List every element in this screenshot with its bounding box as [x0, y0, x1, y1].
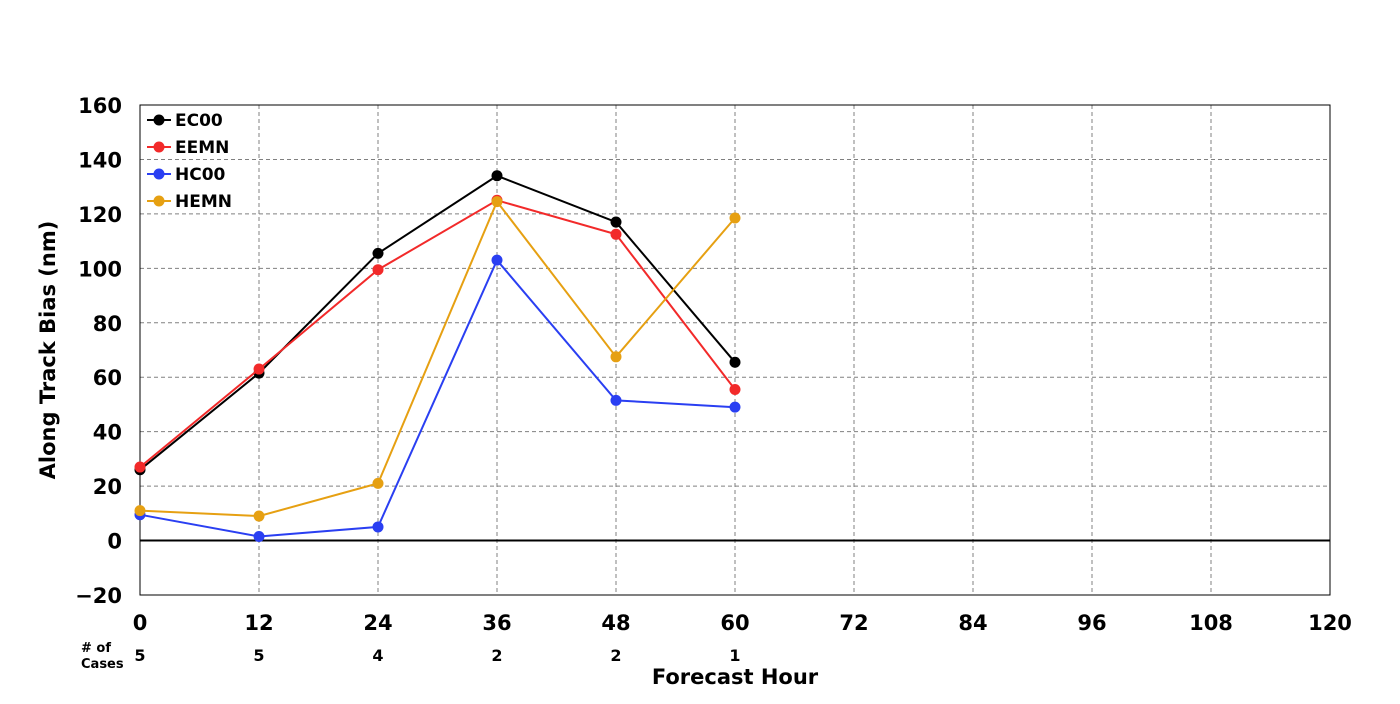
cases-value: 5: [134, 646, 145, 665]
x-axis-title: Forecast Hour: [652, 665, 819, 689]
legend-label: EEMN: [175, 138, 229, 158]
x-tick-label: 0: [133, 611, 148, 635]
data-point: [372, 264, 384, 276]
legend-marker: [153, 114, 165, 126]
legend-label: HC00: [175, 165, 226, 185]
x-tick-label: 60: [720, 611, 749, 635]
data-point: [134, 461, 146, 473]
data-point: [372, 521, 384, 533]
y-tick-label: −20: [75, 584, 122, 608]
x-tick-label: 120: [1308, 611, 1352, 635]
x-tick-label: 84: [958, 611, 987, 635]
legend-label: EC00: [175, 111, 223, 131]
plot-area-frame: [139, 104, 1331, 596]
series-line: [139, 258, 736, 538]
series-line: [139, 174, 736, 471]
y-tick-label: 120: [78, 203, 122, 227]
y-tick-label: 40: [93, 421, 122, 445]
y-tick-label: 140: [78, 148, 122, 172]
data-point: [729, 401, 741, 413]
x-tick-label: 24: [363, 611, 392, 635]
y-axis-title: Along Track Bias (nm): [36, 221, 60, 480]
data-point: [610, 216, 622, 228]
cases-value: 2: [491, 646, 502, 665]
y-axis-tick-labels: −20 0 20 40 60 80 100 120 140 160: [75, 94, 122, 608]
legend-label: HEMN: [175, 192, 232, 212]
x-tick-label: 48: [601, 611, 630, 635]
grid-lines: [140, 105, 1330, 595]
y-tick-label: 80: [93, 312, 122, 336]
series-eemn: [134, 194, 741, 473]
data-point: [491, 196, 503, 208]
cases-label-line2: Cases: [81, 657, 124, 672]
y-tick-label: 60: [93, 366, 122, 390]
x-tick-label: 36: [482, 611, 511, 635]
legend-item-hc00: HC00: [147, 165, 226, 185]
cases-row: # of Cases 5 5 4 2 2 1: [81, 641, 741, 672]
y-tick-label: 160: [78, 94, 122, 118]
x-tick-label: 108: [1189, 611, 1233, 635]
x-tick-label: 12: [244, 611, 273, 635]
data-point: [729, 212, 741, 224]
legend-marker: [153, 168, 165, 180]
data-point: [372, 247, 384, 259]
series-line: [139, 199, 736, 468]
legend-item-hemn: HEMN: [147, 192, 232, 212]
cases-value: 4: [372, 646, 383, 665]
data-point: [610, 228, 622, 240]
legend-marker: [153, 141, 165, 153]
series-hc00: [134, 254, 741, 542]
cases-value: 2: [610, 646, 621, 665]
data-point: [610, 394, 622, 406]
y-tick-label: 0: [107, 530, 122, 554]
data-point: [729, 356, 741, 368]
x-tick-label: 72: [839, 611, 868, 635]
legend-item-eemn: EEMN: [147, 138, 229, 158]
data-point: [253, 510, 265, 522]
x-tick-label: 96: [1077, 611, 1106, 635]
data-point: [729, 383, 741, 395]
data-point: [491, 254, 503, 266]
series-layer: [134, 170, 741, 542]
legend-item-ec00: EC00: [147, 111, 223, 131]
x-axis-tick-labels: 0 12 24 36 48 60 72 84 96 108 120: [133, 611, 1352, 635]
y-tick-label: 20: [93, 475, 122, 499]
data-point: [134, 505, 146, 517]
cases-label-line1: # of: [81, 641, 111, 656]
legend: EC00 EEMN HC00 HEMN: [147, 111, 232, 212]
cases-value: 1: [729, 646, 740, 665]
data-point: [253, 530, 265, 542]
legend-marker: [153, 195, 165, 207]
cases-value: 5: [253, 646, 264, 665]
data-point: [372, 477, 384, 489]
y-tick-label: 100: [78, 257, 122, 281]
data-point: [253, 363, 265, 375]
series-line: [139, 199, 736, 518]
data-point: [491, 170, 503, 182]
series-hemn: [134, 196, 741, 522]
data-point: [610, 351, 622, 363]
